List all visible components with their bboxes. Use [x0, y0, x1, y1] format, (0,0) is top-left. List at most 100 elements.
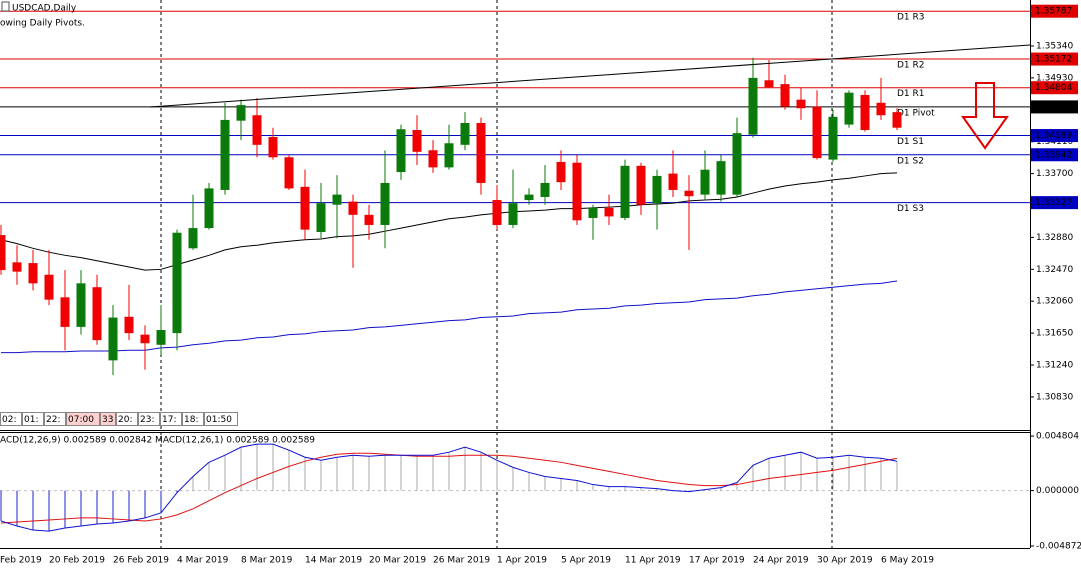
x-tick-label: 26 Mar 2019 — [433, 556, 490, 566]
candle-body — [732, 133, 742, 195]
candle-body — [652, 175, 662, 204]
y-tick-label: 1.34110 — [1036, 137, 1073, 147]
x-tick-label: 8 Mar 2019 — [241, 556, 293, 566]
price-label: 1.35787 — [1035, 7, 1072, 17]
price-label-box — [1031, 148, 1078, 162]
pivot-label: D1 S1 — [897, 137, 924, 147]
time-box — [138, 412, 160, 426]
time-box-label: 01: — [24, 415, 38, 425]
candle-body — [172, 232, 182, 334]
x-tick-label: 1 Apr 2019 — [497, 556, 547, 566]
x-tick-label: 4 Mar 2019 — [177, 556, 229, 566]
y-tick-label: -0.004872 — [1036, 541, 1081, 551]
candle-body — [620, 165, 630, 218]
candle-body — [540, 182, 550, 197]
time-box — [44, 412, 66, 426]
candle-body — [204, 188, 214, 229]
time-box-label: 17: — [162, 415, 176, 425]
candle-body — [460, 123, 470, 145]
indicator-label: owing Daily Pivots. — [0, 19, 85, 29]
candle-body — [828, 116, 838, 160]
candle-body — [284, 157, 294, 189]
x-tick-label: Feb 2019 — [0, 556, 42, 566]
candle-body — [76, 283, 86, 327]
candle-body — [188, 228, 198, 249]
candle-body — [156, 330, 166, 345]
candle-body — [572, 162, 582, 221]
y-tick-label: 1.32880 — [1036, 233, 1073, 243]
candle-body — [396, 129, 406, 173]
time-box — [204, 412, 238, 426]
candle-body — [796, 99, 806, 109]
x-tick-label: 5 Apr 2019 — [561, 556, 611, 566]
price-label-box — [1031, 100, 1078, 114]
candle-body — [44, 274, 54, 300]
candle-body — [364, 214, 374, 225]
candle-body — [556, 161, 566, 183]
candle-body — [860, 95, 870, 131]
time-box-label: 20: — [118, 415, 132, 425]
candle-body — [300, 186, 310, 230]
y-tick-label: 1.35340 — [1036, 41, 1073, 51]
y-tick-label: 1.34930 — [1036, 73, 1073, 83]
symbol-icon — [1, 1, 10, 12]
candle-body — [12, 262, 22, 272]
candle-body — [604, 207, 614, 217]
time-box — [182, 412, 204, 426]
price-label-box — [1031, 52, 1078, 66]
moving-average — [0, 172, 898, 271]
candle-body — [268, 137, 278, 158]
x-tick-label: 11 Apr 2019 — [625, 556, 681, 566]
price-label: 1.33942 — [1035, 150, 1072, 160]
candle-body — [636, 165, 646, 205]
price-label: 1.34189 — [1035, 131, 1072, 141]
x-tick-label: 20 Feb 2019 — [49, 556, 105, 566]
candle-body — [252, 115, 262, 145]
time-box-label: 02: — [2, 415, 16, 425]
y-tick-label: 1.31240 — [1036, 361, 1073, 371]
candle-body — [108, 317, 118, 361]
price-label: 1.34557 — [1035, 102, 1072, 112]
time-box-label: 23: — [140, 415, 154, 425]
time-box-label: 33 — [102, 415, 113, 425]
macd-line — [0, 443, 898, 532]
candle-body — [140, 334, 150, 344]
candle-body — [876, 102, 886, 116]
y-tick-label: 1.30830 — [1036, 392, 1073, 402]
time-box — [22, 412, 44, 426]
chart-title: USDCAD,Daily — [12, 4, 77, 14]
time-box-label: 22: — [46, 415, 60, 425]
x-tick-label: 14 Mar 2019 — [305, 556, 362, 566]
y-tick-label: 1.32470 — [1036, 265, 1073, 275]
pivot-label: D1 S3 — [897, 204, 924, 214]
time-box — [100, 412, 116, 426]
price-label-box — [1031, 129, 1078, 143]
time-box — [160, 412, 182, 426]
candle-body — [124, 316, 134, 334]
price-label-box — [1031, 4, 1078, 18]
time-box — [0, 412, 22, 426]
time-box-label: 18: — [184, 415, 198, 425]
candle-body — [412, 130, 422, 152]
candle-body — [508, 203, 518, 225]
price-label-box — [1031, 196, 1078, 210]
trendline — [149, 44, 1031, 108]
price-label: 1.33327 — [1035, 198, 1072, 208]
price-label-box — [1031, 81, 1078, 95]
candle-body — [716, 161, 726, 195]
candle-body — [220, 119, 230, 190]
x-tick-label: 30 Apr 2019 — [817, 556, 873, 566]
pivot-label: D1 R1 — [897, 89, 925, 99]
candle-body — [748, 77, 758, 135]
time-box-label: 07:00 — [68, 415, 94, 425]
candle-body — [700, 169, 710, 195]
candle-body — [348, 201, 358, 215]
candle-body — [28, 263, 38, 284]
candle-body — [236, 105, 246, 121]
candle-body — [428, 150, 438, 168]
candle-body — [0, 235, 6, 271]
arrow-drawing — [961, 82, 1009, 150]
pivot-label: D1 Pivot — [897, 108, 935, 118]
candle-body — [476, 123, 486, 183]
